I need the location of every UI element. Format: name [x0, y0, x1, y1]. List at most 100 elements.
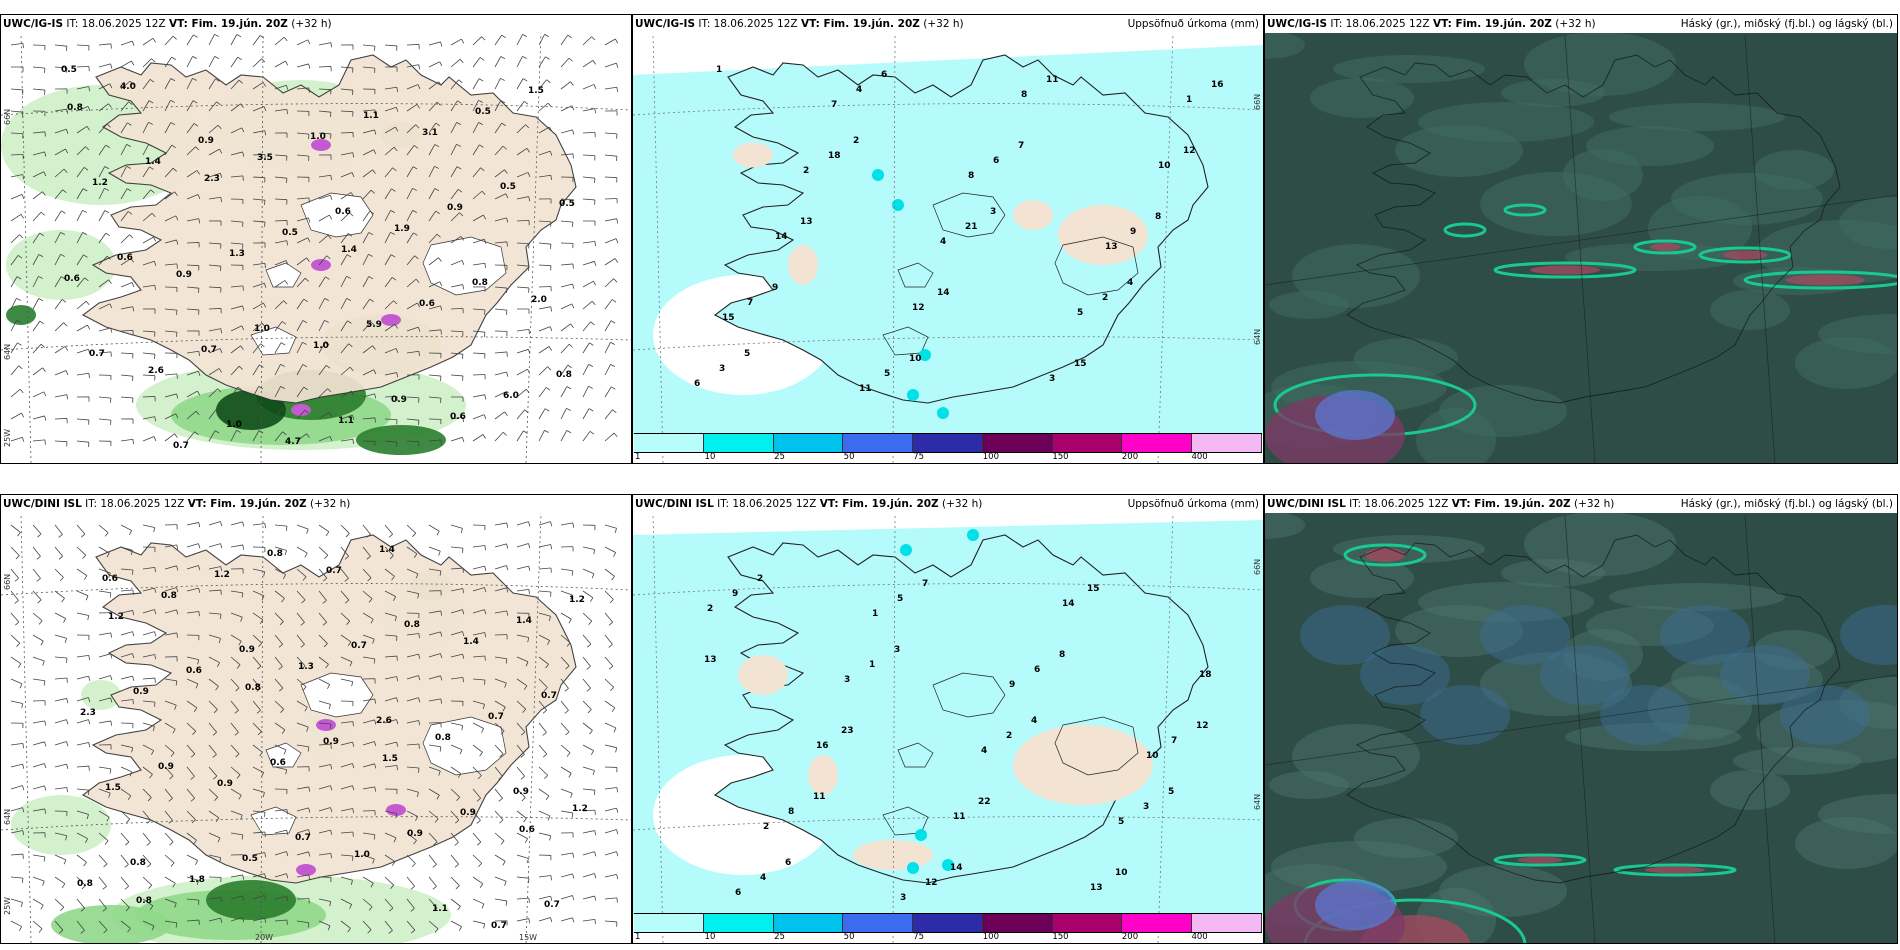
accum-precip-value-label: 8	[1059, 650, 1066, 660]
precip-value-label: 0.7	[173, 441, 189, 451]
colorbar-tick: 10	[704, 452, 716, 462]
valid-time: VT: Fim. 19.jún. 20Z	[800, 18, 920, 30]
precip-spot	[872, 169, 884, 181]
high-cloud-band	[1743, 270, 1897, 290]
thick-cloud-core	[1365, 548, 1405, 562]
glacier	[300, 672, 374, 718]
accum-precip-value-label: 8	[968, 171, 975, 181]
lat-label-64n: 64N	[1253, 793, 1262, 810]
precip-value-label: 0.8	[136, 896, 152, 906]
panel-igis-accum-precip: UWC/IG-IS IT: 18.06.2025 12Z VT: Fim. 19…	[632, 14, 1264, 464]
accum-precip-value-label: 10	[909, 354, 922, 364]
precip-value-label: 6.0	[503, 391, 519, 401]
panel-dini-accum-precip: UWC/DINI ISL IT: 18.06.2025 12Z VT: Fim.…	[632, 494, 1264, 944]
accum-precip-value-label: 14	[950, 863, 963, 873]
precip-value-label: 0.6	[450, 412, 466, 422]
precip-value-label: 0.8	[556, 370, 572, 380]
cloud-layer	[1439, 385, 1567, 437]
precip-value-label: 0.5	[475, 107, 491, 117]
precip-value-label: 0.7	[326, 566, 342, 576]
cloud-layer	[1354, 338, 1458, 378]
low-cloud	[1660, 605, 1750, 665]
glacier-outline	[882, 806, 929, 836]
precip-value-label: 3.1	[422, 128, 438, 138]
panel-dini-clouds: UWC/DINI ISL IT: 18.06.2025 12Z VT: Fim.…	[1264, 494, 1898, 944]
cloud-layer	[1354, 818, 1458, 858]
accum-precip-value-label: 13	[1090, 883, 1103, 893]
cloud-layer	[1754, 150, 1834, 190]
precip-value-label: 0.6	[64, 274, 80, 284]
precip-area	[6, 305, 36, 325]
no-precip-area	[1013, 200, 1053, 230]
thick-cloud-core	[1650, 243, 1680, 251]
precip-value-label: 1.0	[313, 341, 329, 351]
accum-precip-value-label: 12	[925, 878, 938, 888]
accum-precip-value-label: 9	[772, 283, 779, 293]
cloud-layer	[1333, 55, 1485, 83]
accum-precip-value-label: 15	[1087, 584, 1100, 594]
precip-area	[6, 230, 116, 300]
wind-barbs	[10, 33, 619, 448]
graticule	[1, 512, 631, 943]
accum-precip-value-label: 8	[1155, 212, 1162, 222]
colorbar-segment	[703, 434, 774, 452]
accum-precip-value-label: 5	[884, 369, 891, 379]
accum-precip-value-label: 2	[757, 574, 764, 584]
accum-precip-value-label: 22	[978, 797, 991, 807]
high-cloud-band	[1633, 239, 1697, 255]
model-name: UWC/DINI ISL	[1267, 498, 1346, 510]
cloud-layer	[1265, 31, 1305, 59]
cloud-layer	[1586, 606, 1714, 646]
lat-label-66n: 66N	[1253, 558, 1262, 575]
panel-header: UWC/IG-IS IT: 18.06.2025 12Z VT: Fim. 19…	[633, 15, 1263, 33]
precip-value-label: 1.2	[569, 595, 585, 605]
precip-value-label: 0.6	[335, 207, 351, 217]
accum-precip-value-label: 8	[788, 807, 795, 817]
precip-value-label: 0.7	[488, 712, 504, 722]
colorbar-tick: 150	[1052, 932, 1069, 942]
precip-value-label: 0.7	[89, 349, 105, 359]
cloud-layer	[1524, 32, 1676, 96]
precip-spot	[915, 829, 927, 841]
precip-value-label: 4.7	[285, 437, 301, 447]
iceland-outline	[1346, 54, 1841, 404]
accum-precip-value-label: 18	[1199, 670, 1212, 680]
low-cloud	[1840, 605, 1897, 665]
cloud-layer	[1754, 630, 1834, 670]
precip-value-label: 1.8	[189, 875, 205, 885]
heavy-precip-spot	[311, 259, 331, 271]
precip-value-label: 0.6	[419, 299, 435, 309]
accum-precip-value-label: 3	[900, 893, 907, 903]
accum-precip-value-label: 5	[1118, 817, 1125, 827]
precip-area	[11, 795, 111, 855]
precip-value-label: 1.3	[298, 662, 314, 672]
accum-precip-value-label: 1	[869, 660, 876, 670]
accum-precip-value-label: 16	[816, 741, 829, 751]
lead-time: (+32 h)	[923, 18, 964, 30]
valid-time: VT: Fim. 19.jún. 20Z	[1432, 18, 1552, 30]
thick-cloud-core	[1645, 866, 1705, 874]
colorbar-segment	[982, 914, 1053, 932]
low-cloud	[1360, 645, 1450, 705]
accum-precip-value-label: 18	[828, 151, 841, 161]
model-name: UWC/IG-IS	[635, 18, 696, 30]
precip-area	[81, 680, 121, 710]
panel-igis-wind-precip: UWC/IG-IS IT: 18.06.2025 12Z VT: Fim. 19…	[0, 14, 632, 464]
panel-header: UWC/DINI ISL IT: 18.06.2025 12Z VT: Fim.…	[1, 495, 631, 513]
glacier-outline	[932, 672, 1006, 718]
accum-precip-value-label: 23	[841, 726, 854, 736]
glacier	[265, 742, 302, 768]
accum-precip-value-label: 4	[856, 85, 863, 95]
cloud-layer	[1292, 724, 1420, 788]
cloud-layer	[1818, 794, 1897, 834]
cloud-layer	[1586, 126, 1714, 166]
colorbar-segment	[634, 434, 704, 452]
accum-precip-value-label: 11	[1046, 75, 1059, 85]
precip-value-label: 1.1	[363, 111, 379, 121]
glacier	[250, 326, 297, 356]
cloud-layer	[1418, 582, 1594, 622]
accum-precip-value-label: 7	[1171, 736, 1178, 746]
precip-value-label: 0.5	[282, 228, 298, 238]
accum-precip-value-label: 7	[831, 100, 838, 110]
lat-label-66n: 66N	[1253, 93, 1262, 110]
